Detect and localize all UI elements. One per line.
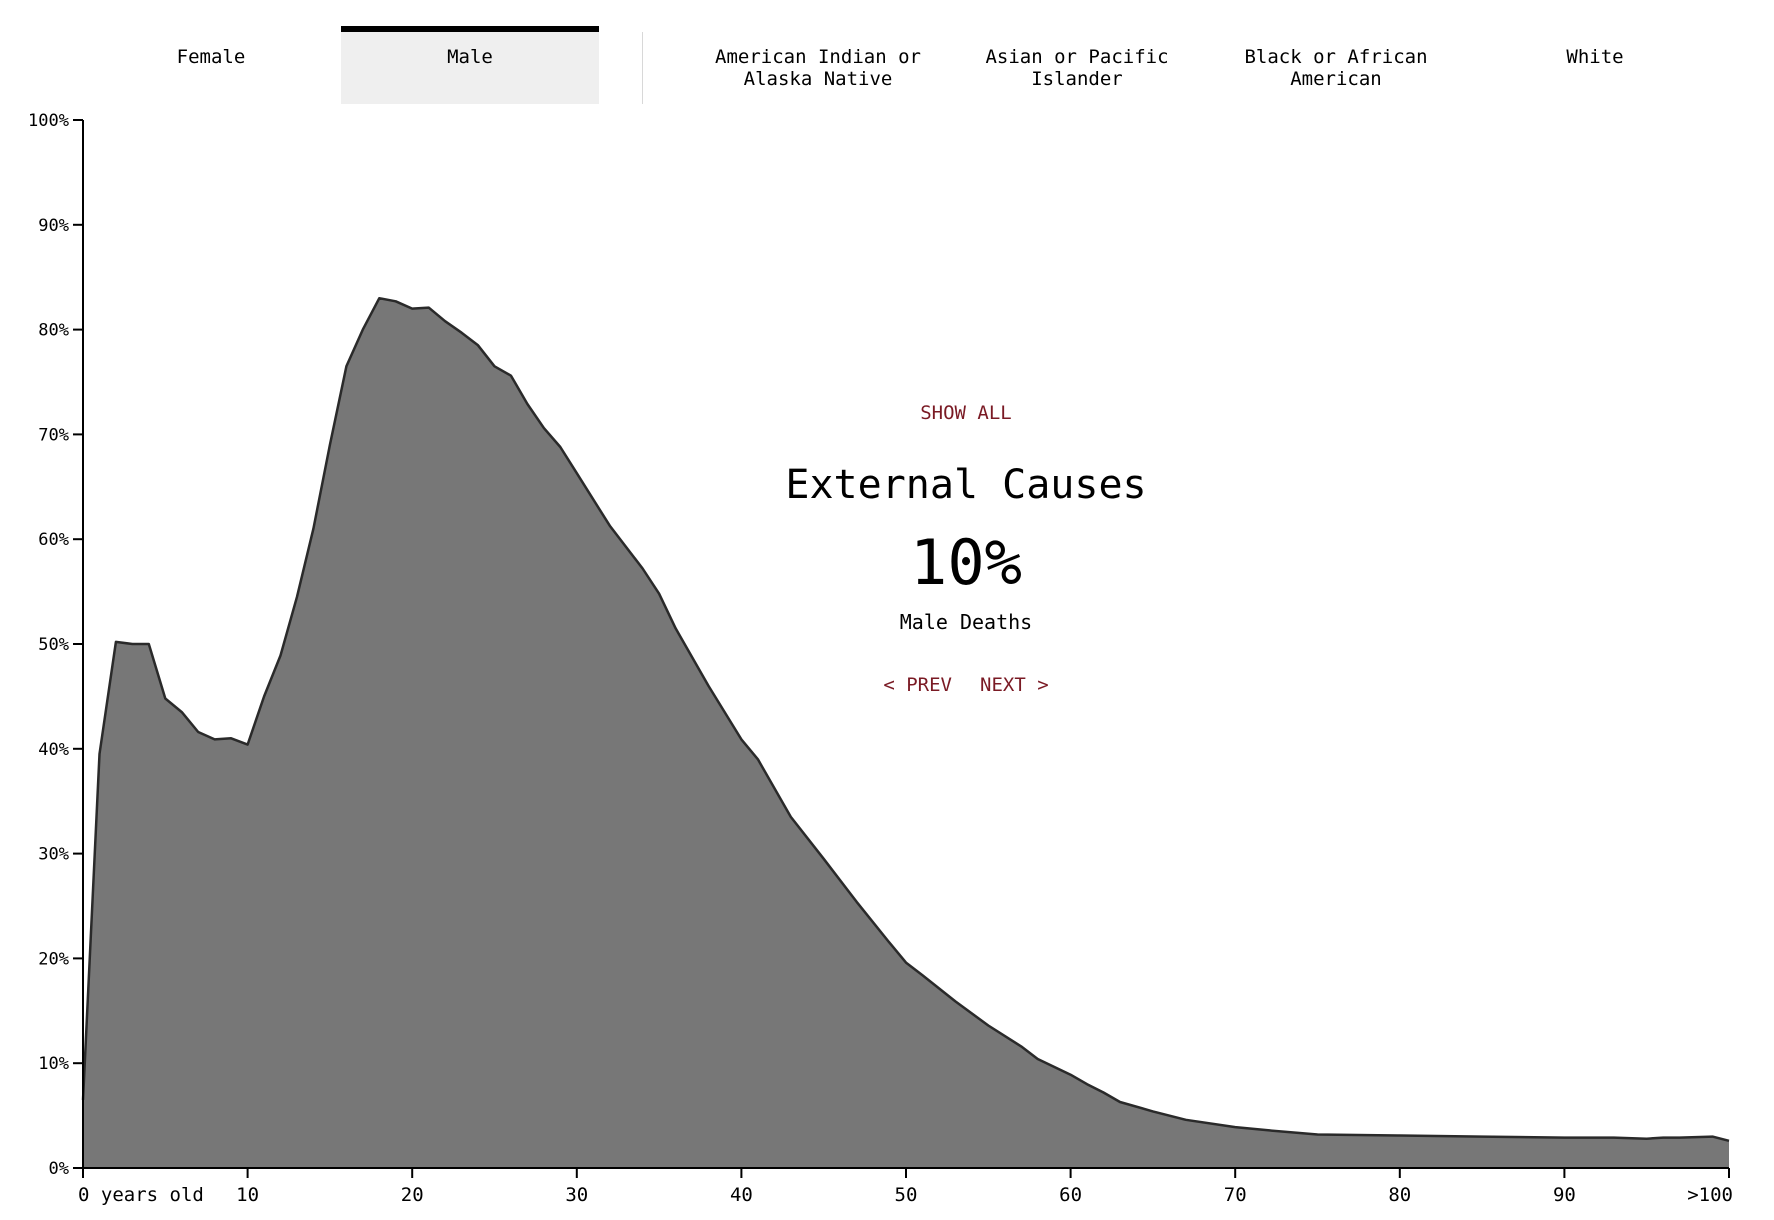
- y-tick-label: 10%: [38, 1054, 69, 1074]
- x-tick-label: 0 years old: [78, 1184, 204, 1206]
- prev-button[interactable]: < PREV: [883, 674, 952, 696]
- y-tick-label: 50%: [38, 635, 69, 655]
- y-tick-label: 30%: [38, 845, 69, 865]
- next-button[interactable]: NEXT >: [980, 674, 1049, 696]
- y-tick-label: 80%: [38, 321, 69, 341]
- filter-tabs: Female Male American Indian or Alaska Na…: [0, 0, 1774, 110]
- cause-title: External Causes: [785, 462, 1147, 508]
- y-tick-label: 0%: [49, 1159, 69, 1179]
- x-tick-label: 80: [1388, 1184, 1411, 1206]
- area-series-line: [81, 296, 1730, 1143]
- area-series-fill: [83, 298, 1729, 1168]
- x-tick-label: 30: [565, 1184, 588, 1206]
- x-tick-label: 50: [895, 1184, 918, 1206]
- x-tick-label: >100: [1687, 1184, 1733, 1206]
- tab-american-indian-alaska-native[interactable]: American Indian or Alaska Native: [715, 46, 921, 90]
- y-tick-label: 40%: [38, 740, 69, 760]
- y-tick-label: 100%: [28, 111, 69, 131]
- show-all-link[interactable]: SHOW ALL: [920, 402, 1012, 424]
- x-tick-label: 10: [236, 1184, 259, 1206]
- y-tick-label: 70%: [38, 425, 69, 445]
- tab-asian-pacific-islander[interactable]: Asian or Pacific Islander: [985, 46, 1169, 90]
- tab-divider: [642, 32, 643, 104]
- cause-subtitle: Male Deaths: [899, 610, 1033, 634]
- tab-female[interactable]: Female: [176, 46, 246, 68]
- cause-percent: 10%: [910, 526, 1022, 599]
- tab-white[interactable]: White: [1566, 46, 1624, 68]
- y-tick-label: 20%: [38, 949, 69, 969]
- x-tick-label: 70: [1224, 1184, 1247, 1206]
- x-tick-label: 60: [1059, 1184, 1082, 1206]
- cause-nav: < PREV NEXT >: [766, 674, 1166, 696]
- x-tick-label: 90: [1553, 1184, 1576, 1206]
- x-tick-label: 20: [401, 1184, 424, 1206]
- y-tick-label: 90%: [38, 216, 69, 236]
- x-tick-label: 40: [730, 1184, 753, 1206]
- tab-male[interactable]: Male: [341, 26, 599, 104]
- tab-black-african-american[interactable]: Black or African American: [1244, 46, 1428, 90]
- y-tick-label: 60%: [38, 530, 69, 550]
